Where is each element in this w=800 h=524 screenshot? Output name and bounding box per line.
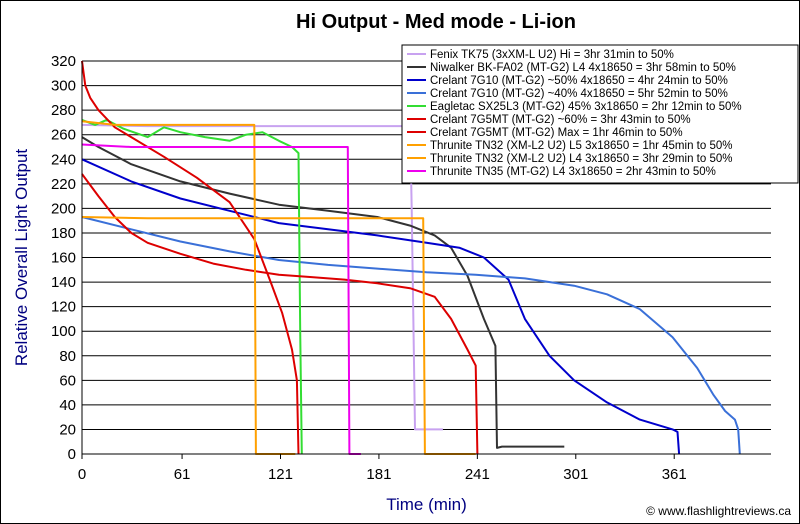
- y-tick-label: 300: [51, 78, 76, 95]
- chart-title: Hi Output - Med mode - Li-ion: [296, 11, 576, 33]
- x-tick-labels: 0 61 121 181 241 301 361: [78, 466, 687, 483]
- y-tick-label: 280: [51, 102, 76, 119]
- x-tick-label: 361: [662, 466, 687, 483]
- series-line-7: [81, 60, 300, 455]
- y-tick-label: 120: [51, 299, 76, 316]
- y-tick-label: 100: [51, 323, 76, 340]
- y-tick-label: 220: [51, 176, 76, 193]
- legend-entry: Thrunite TN32 (XM-L2 U2) L4 3x18650 = 3h…: [430, 153, 732, 165]
- x-tick-label: 241: [465, 466, 490, 483]
- x-tick-label: 181: [366, 466, 391, 483]
- legend-entry: Fenix TK75 (3xXM-L U2) Hi = 3hr 31min to…: [430, 49, 674, 61]
- y-tick-label: 0: [68, 446, 76, 463]
- y-axis-label: Relative Overall Light Output: [12, 149, 31, 367]
- x-tick-label: 61: [174, 466, 191, 483]
- x-tick-label: 301: [563, 466, 588, 483]
- axes: [81, 61, 771, 459]
- y-tick-label: 160: [51, 250, 76, 267]
- series-line-1: [81, 123, 443, 431]
- legend: Fenix TK75 (3xXM-L U2) Hi = 3hr 31min to…: [401, 44, 799, 184]
- y-tick-label: 140: [51, 274, 76, 291]
- y-tick-label: 80: [59, 348, 76, 365]
- x-tick-label: 0: [78, 466, 86, 483]
- legend-entry: Thrunite TN35 (MT-G2) L4 3x18650 = 2hr 4…: [430, 166, 716, 178]
- x-tick-label: 121: [268, 466, 293, 483]
- y-tick-label: 260: [51, 127, 76, 144]
- series-line-8: [81, 120, 296, 455]
- series-line-6: [81, 173, 479, 455]
- series-line-4: [81, 216, 741, 455]
- legend-entry: Crelant 7G10 (MT-G2) ~40% 4x18650 = 5hr …: [430, 88, 728, 100]
- y-tick-label: 200: [51, 200, 76, 217]
- credit-text: © www.flashlightreviews.ca: [646, 504, 791, 518]
- series-line-10: [81, 143, 361, 455]
- y-tick-label: 320: [51, 53, 76, 70]
- legend-box: [401, 44, 799, 184]
- y-tick-label: 40: [59, 397, 76, 414]
- series-lines: [81, 60, 741, 455]
- series-line-9: [81, 216, 476, 455]
- series-line-3: [81, 158, 681, 455]
- x-axis-label: Time (min): [386, 495, 467, 514]
- y-tick-label: 60: [59, 372, 76, 389]
- legend-entry: Crelant 7G5MT (MT-G2) Max = 1hr 46min to…: [430, 127, 683, 139]
- y-tick-label: 180: [51, 225, 76, 242]
- legend-entry: Niwalker BK-FA02 (MT-G2) L4 4x18650 = 3h…: [430, 62, 736, 74]
- y-tick-labels: 0 20 40 60 80 100 120 140 160 180 200 220 240 260 280 3…: [51, 53, 76, 463]
- legend-entry: Crelant 7G5MT (MT-G2) ~60% = 3hr 43min t…: [430, 114, 691, 126]
- legend-entry: Eagletac SX25L3 (MT-G2) 45% 3x18650 = 2h…: [430, 101, 742, 113]
- legend-entry: Crelant 7G10 (MT-G2) ~50% 4x18650 = 4hr …: [430, 75, 728, 87]
- y-tick-label: 20: [59, 421, 76, 438]
- y-tick-label: 240: [51, 151, 76, 168]
- legend-entry: Thrunite TN32 (XM-L2 U2) L5 3x18650 = 1h…: [430, 140, 732, 152]
